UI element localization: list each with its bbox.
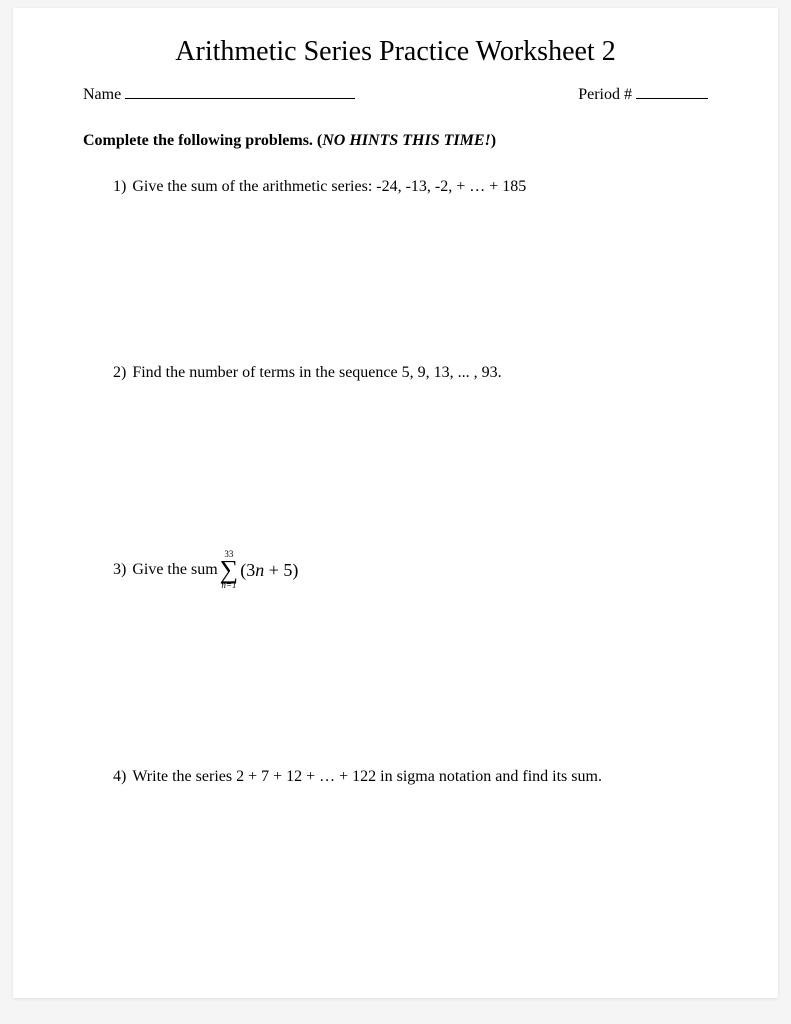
name-blank-line[interactable] <box>125 98 355 99</box>
sigma-expression: (3n + 5) <box>240 560 298 581</box>
period-blank-line[interactable] <box>636 98 708 99</box>
problem-3-number: 3) <box>113 561 126 579</box>
period-field: Period # <box>578 86 708 104</box>
instructions: Complete the following problems. (NO HIN… <box>83 132 708 150</box>
expr-open: (3 <box>240 560 255 580</box>
name-field: Name <box>83 86 355 104</box>
problem-3-text-prefix: Give the sum <box>132 561 217 579</box>
problem-2-text: Find the number of terms in the sequence… <box>132 364 501 382</box>
instructions-emphasis: NO HINTS THIS TIME! <box>322 132 490 149</box>
sigma-notation: 33 ∑ n=1 <box>220 550 239 590</box>
problem-1-number: 1) <box>113 178 126 196</box>
problem-4: 4) Write the series 2 + 7 + 12 + … + 122… <box>113 768 708 786</box>
name-label: Name <box>83 86 121 104</box>
period-label: Period # <box>578 86 632 104</box>
header-row: Name Period # <box>83 86 708 104</box>
problem-2: 2) Find the number of terms in the seque… <box>113 364 708 382</box>
worksheet-page: Arithmetic Series Practice Worksheet 2 N… <box>13 8 778 998</box>
problem-4-number: 4) <box>113 768 126 786</box>
instructions-suffix: ) <box>491 132 496 149</box>
problem-3: 3) Give the sum 33 ∑ n=1 (3n + 5) <box>113 550 708 590</box>
problem-2-number: 2) <box>113 364 126 382</box>
problems-list: 1) Give the sum of the arithmetic series… <box>83 178 708 786</box>
worksheet-title: Arithmetic Series Practice Worksheet 2 <box>83 36 708 68</box>
sigma-lower-bound: n=1 <box>221 581 236 590</box>
problem-1: 1) Give the sum of the arithmetic series… <box>113 178 708 196</box>
expr-close: + 5) <box>264 560 298 580</box>
sigma-symbol-icon: ∑ <box>220 559 239 581</box>
problem-1-text: Give the sum of the arithmetic series: -… <box>132 178 526 196</box>
instructions-prefix: Complete the following problems. ( <box>83 132 322 149</box>
problem-4-text: Write the series 2 + 7 + 12 + … + 122 in… <box>132 768 602 786</box>
expr-variable: n <box>255 560 264 580</box>
